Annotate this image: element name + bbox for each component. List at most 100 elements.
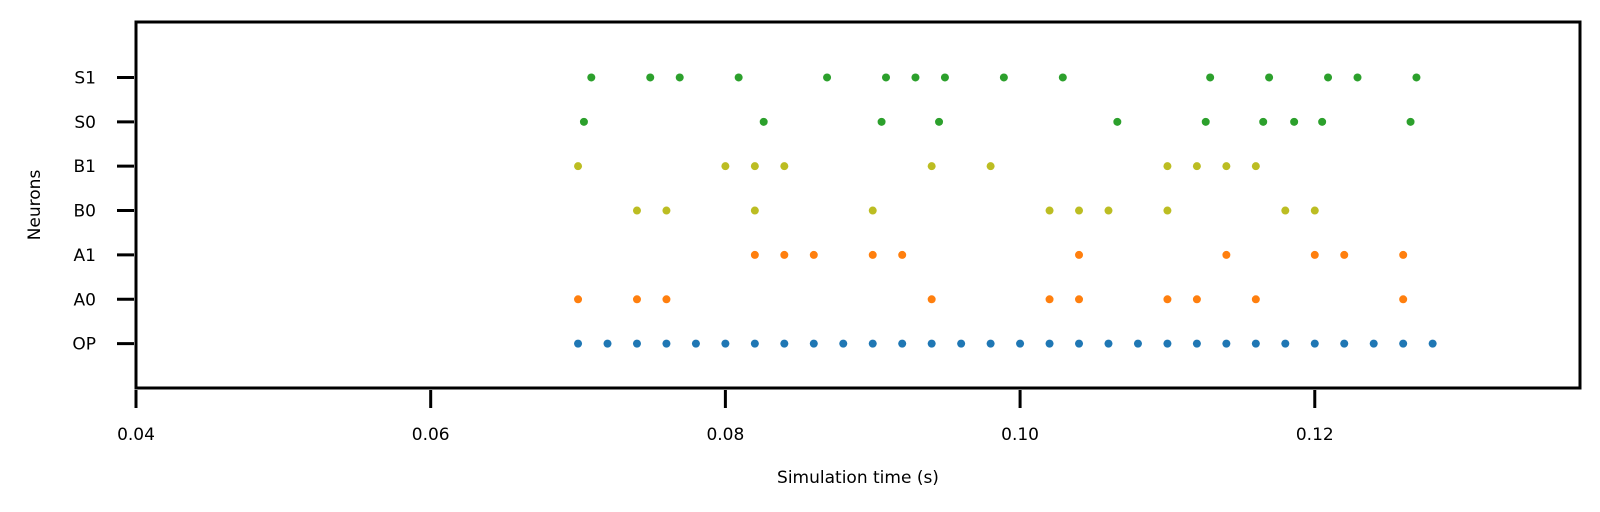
- spike-a0: [1163, 295, 1172, 304]
- spike-s1: [1353, 73, 1362, 82]
- spike-s0: [579, 117, 588, 126]
- spike-op: [1399, 339, 1408, 348]
- spike-a1: [1075, 250, 1084, 259]
- y-tick-label-b0: B0: [74, 202, 96, 222]
- spike-a1: [1310, 250, 1319, 259]
- spike-s0: [877, 117, 886, 126]
- spike-b0: [662, 206, 671, 215]
- spike-s0: [1259, 117, 1268, 126]
- spike-op: [1104, 339, 1113, 348]
- spike-b0: [632, 206, 641, 215]
- spike-b0: [868, 206, 877, 215]
- spike-s1: [823, 73, 832, 82]
- spike-b0: [1045, 206, 1054, 215]
- spike-s0: [759, 117, 768, 126]
- spike-op: [1340, 339, 1349, 348]
- x-tick-label: 0.08: [706, 425, 744, 445]
- spike-op: [721, 339, 730, 348]
- spike-s1: [940, 73, 949, 82]
- spike-op: [1251, 339, 1260, 348]
- spike-s1: [999, 73, 1008, 82]
- spike-a1: [1399, 250, 1408, 259]
- spike-b0: [1281, 206, 1290, 215]
- x-axis-ticks: 0.04 0.06 0.08 0.10 0.12: [117, 390, 1334, 445]
- spike-s0: [935, 117, 944, 126]
- spike-op: [898, 339, 907, 348]
- spike-op: [1222, 339, 1231, 348]
- spike-op: [780, 339, 789, 348]
- x-tick-label: 0.04: [117, 425, 155, 445]
- spike-b1: [721, 162, 730, 171]
- spike-op: [927, 339, 936, 348]
- spike-s1: [1058, 73, 1067, 82]
- spike-op: [1428, 339, 1437, 348]
- spike-s1: [734, 73, 743, 82]
- spike-op: [986, 339, 995, 348]
- spike-b0: [1163, 206, 1172, 215]
- spike-points: [574, 73, 1437, 348]
- spike-b1: [780, 162, 789, 171]
- spike-b0: [1104, 206, 1113, 215]
- spike-s1: [587, 73, 596, 82]
- spike-op: [750, 339, 759, 348]
- spike-op: [1133, 339, 1142, 348]
- y-tick-label-a1: A1: [74, 246, 96, 266]
- spike-op: [809, 339, 818, 348]
- x-tick-label: 0.06: [412, 425, 450, 445]
- spike-op: [1045, 339, 1054, 348]
- spike-s1: [1412, 73, 1421, 82]
- x-axis-label: Simulation time (s): [777, 468, 939, 488]
- spike-s1: [1265, 73, 1274, 82]
- x-tick-label: 0.12: [1296, 425, 1334, 445]
- spike-op: [1075, 339, 1084, 348]
- spike-op: [662, 339, 671, 348]
- spike-b1: [750, 162, 759, 171]
- spike-b1: [986, 162, 995, 171]
- spike-b1: [574, 162, 583, 171]
- spike-b1: [1222, 162, 1231, 171]
- spike-s1: [881, 73, 890, 82]
- spike-b0: [750, 206, 759, 215]
- y-axis-ticks: OP A0 A1 B0 B1 S0 S1: [72, 68, 134, 355]
- spike-b1: [927, 162, 936, 171]
- spike-s1: [1206, 73, 1215, 82]
- spike-op: [957, 339, 966, 348]
- spike-s0: [1201, 117, 1210, 126]
- spike-op: [1369, 339, 1378, 348]
- spike-op: [1192, 339, 1201, 348]
- y-tick-label-b1: B1: [74, 157, 96, 177]
- spike-b0: [1310, 206, 1319, 215]
- spike-s0: [1290, 117, 1299, 126]
- spike-s1: [1324, 73, 1333, 82]
- spike-op: [868, 339, 877, 348]
- spike-a1: [1340, 250, 1349, 259]
- spike-s0: [1318, 117, 1327, 126]
- spike-a1: [750, 250, 759, 259]
- spike-s1: [675, 73, 684, 82]
- spike-a0: [662, 295, 671, 304]
- spike-b1: [1192, 162, 1201, 171]
- y-tick-label-s1: S1: [74, 68, 96, 88]
- spike-b1: [1251, 162, 1260, 171]
- spike-a0: [574, 295, 583, 304]
- spike-a1: [780, 250, 789, 259]
- spike-op: [574, 339, 583, 348]
- spike-a0: [1075, 295, 1084, 304]
- plot-area-background: [136, 22, 1580, 388]
- spike-s0: [1113, 117, 1122, 126]
- spike-op: [1016, 339, 1025, 348]
- spike-op: [632, 339, 641, 348]
- spike-a0: [1192, 295, 1201, 304]
- spike-s1: [646, 73, 655, 82]
- spike-s0: [1406, 117, 1415, 126]
- spike-op: [1281, 339, 1290, 348]
- spike-s1: [911, 73, 920, 82]
- spike-a1: [898, 250, 907, 259]
- y-tick-label-op: OP: [72, 335, 96, 355]
- y-axis-label: Neurons: [25, 170, 45, 241]
- spike-a1: [868, 250, 877, 259]
- spike-op: [1163, 339, 1172, 348]
- spike-op: [603, 339, 612, 348]
- spike-op: [1310, 339, 1319, 348]
